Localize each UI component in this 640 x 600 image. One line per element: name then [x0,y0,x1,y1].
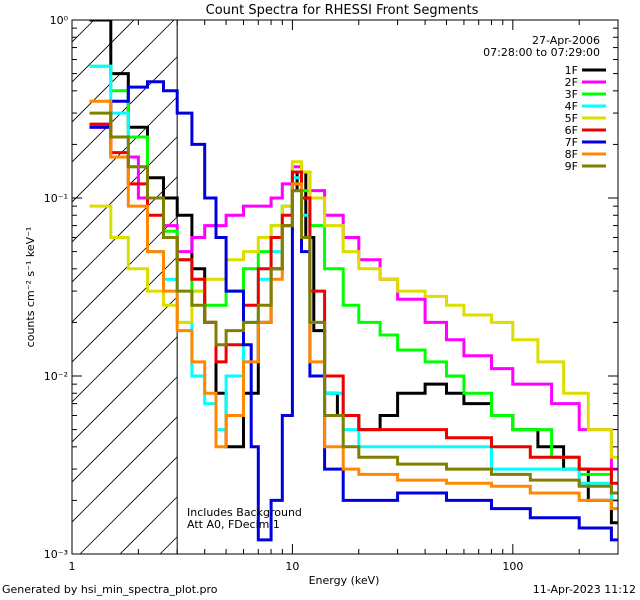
y-tick-label: 10⁰ [50,14,69,27]
info-date: 27-Apr-2006 [532,34,600,47]
legend-label-1F: 1F [565,64,578,77]
footer-timestamp: 11-Apr-2023 11:12 [532,583,636,596]
x-tick-label: 100 [502,560,523,573]
y-tick-label: 10⁻¹ [44,192,68,205]
plot-frame [71,19,619,555]
chart-title-text: Count Spectra for RHESSI Front Segments [206,3,479,18]
annotation-attenuator: Att A0, FDecim 1 [187,518,280,531]
y-tick-label: 10⁻³ [44,548,68,561]
legend-label-8F: 8F [565,148,578,161]
hatch-line [72,20,255,203]
annotation-block: Includes Background Att A0, FDecim 1 [187,506,302,531]
legend-label-7F: 7F [565,136,578,149]
legend-label-5F: 5F [565,112,578,125]
legend-label-9F: 9F [565,160,578,173]
legend-label-2F: 2F [565,76,578,89]
legend-label-6F: 6F [565,124,578,137]
footer-generated-by: Generated by hsi_min_spectra_plot.pro [2,583,218,596]
y-axis-label: counts cm⁻² s⁻¹ keV⁻¹ [24,227,37,348]
hatch-line [72,20,175,123]
annotation-background: Includes Background [187,506,302,519]
legend-label-4F: 4F [565,100,578,113]
x-tick-label: 1 [69,560,76,573]
axis-ticks: 1 10 100 10⁰ 10⁻¹ 10⁻² 10⁻³ [44,14,619,573]
series-line-9F [89,111,618,495]
hatch-line [72,20,215,163]
x-tick-label: 10 [285,560,299,573]
legend-label-3F: 3F [565,88,578,101]
info-block: 27-Apr-2006 07:28:00 to 07:29:00 [483,34,600,59]
series-layer [89,20,618,542]
x-axis-label: Energy (keV) [309,574,380,587]
y-tick-label: 10⁻² [44,370,68,383]
chart-title: Count Spectra for RHESSI Front Segments [206,3,479,18]
info-time-range: 07:28:00 to 07:29:00 [483,46,600,59]
series-line-7F [89,80,618,542]
hatch-line [0,20,14,554]
